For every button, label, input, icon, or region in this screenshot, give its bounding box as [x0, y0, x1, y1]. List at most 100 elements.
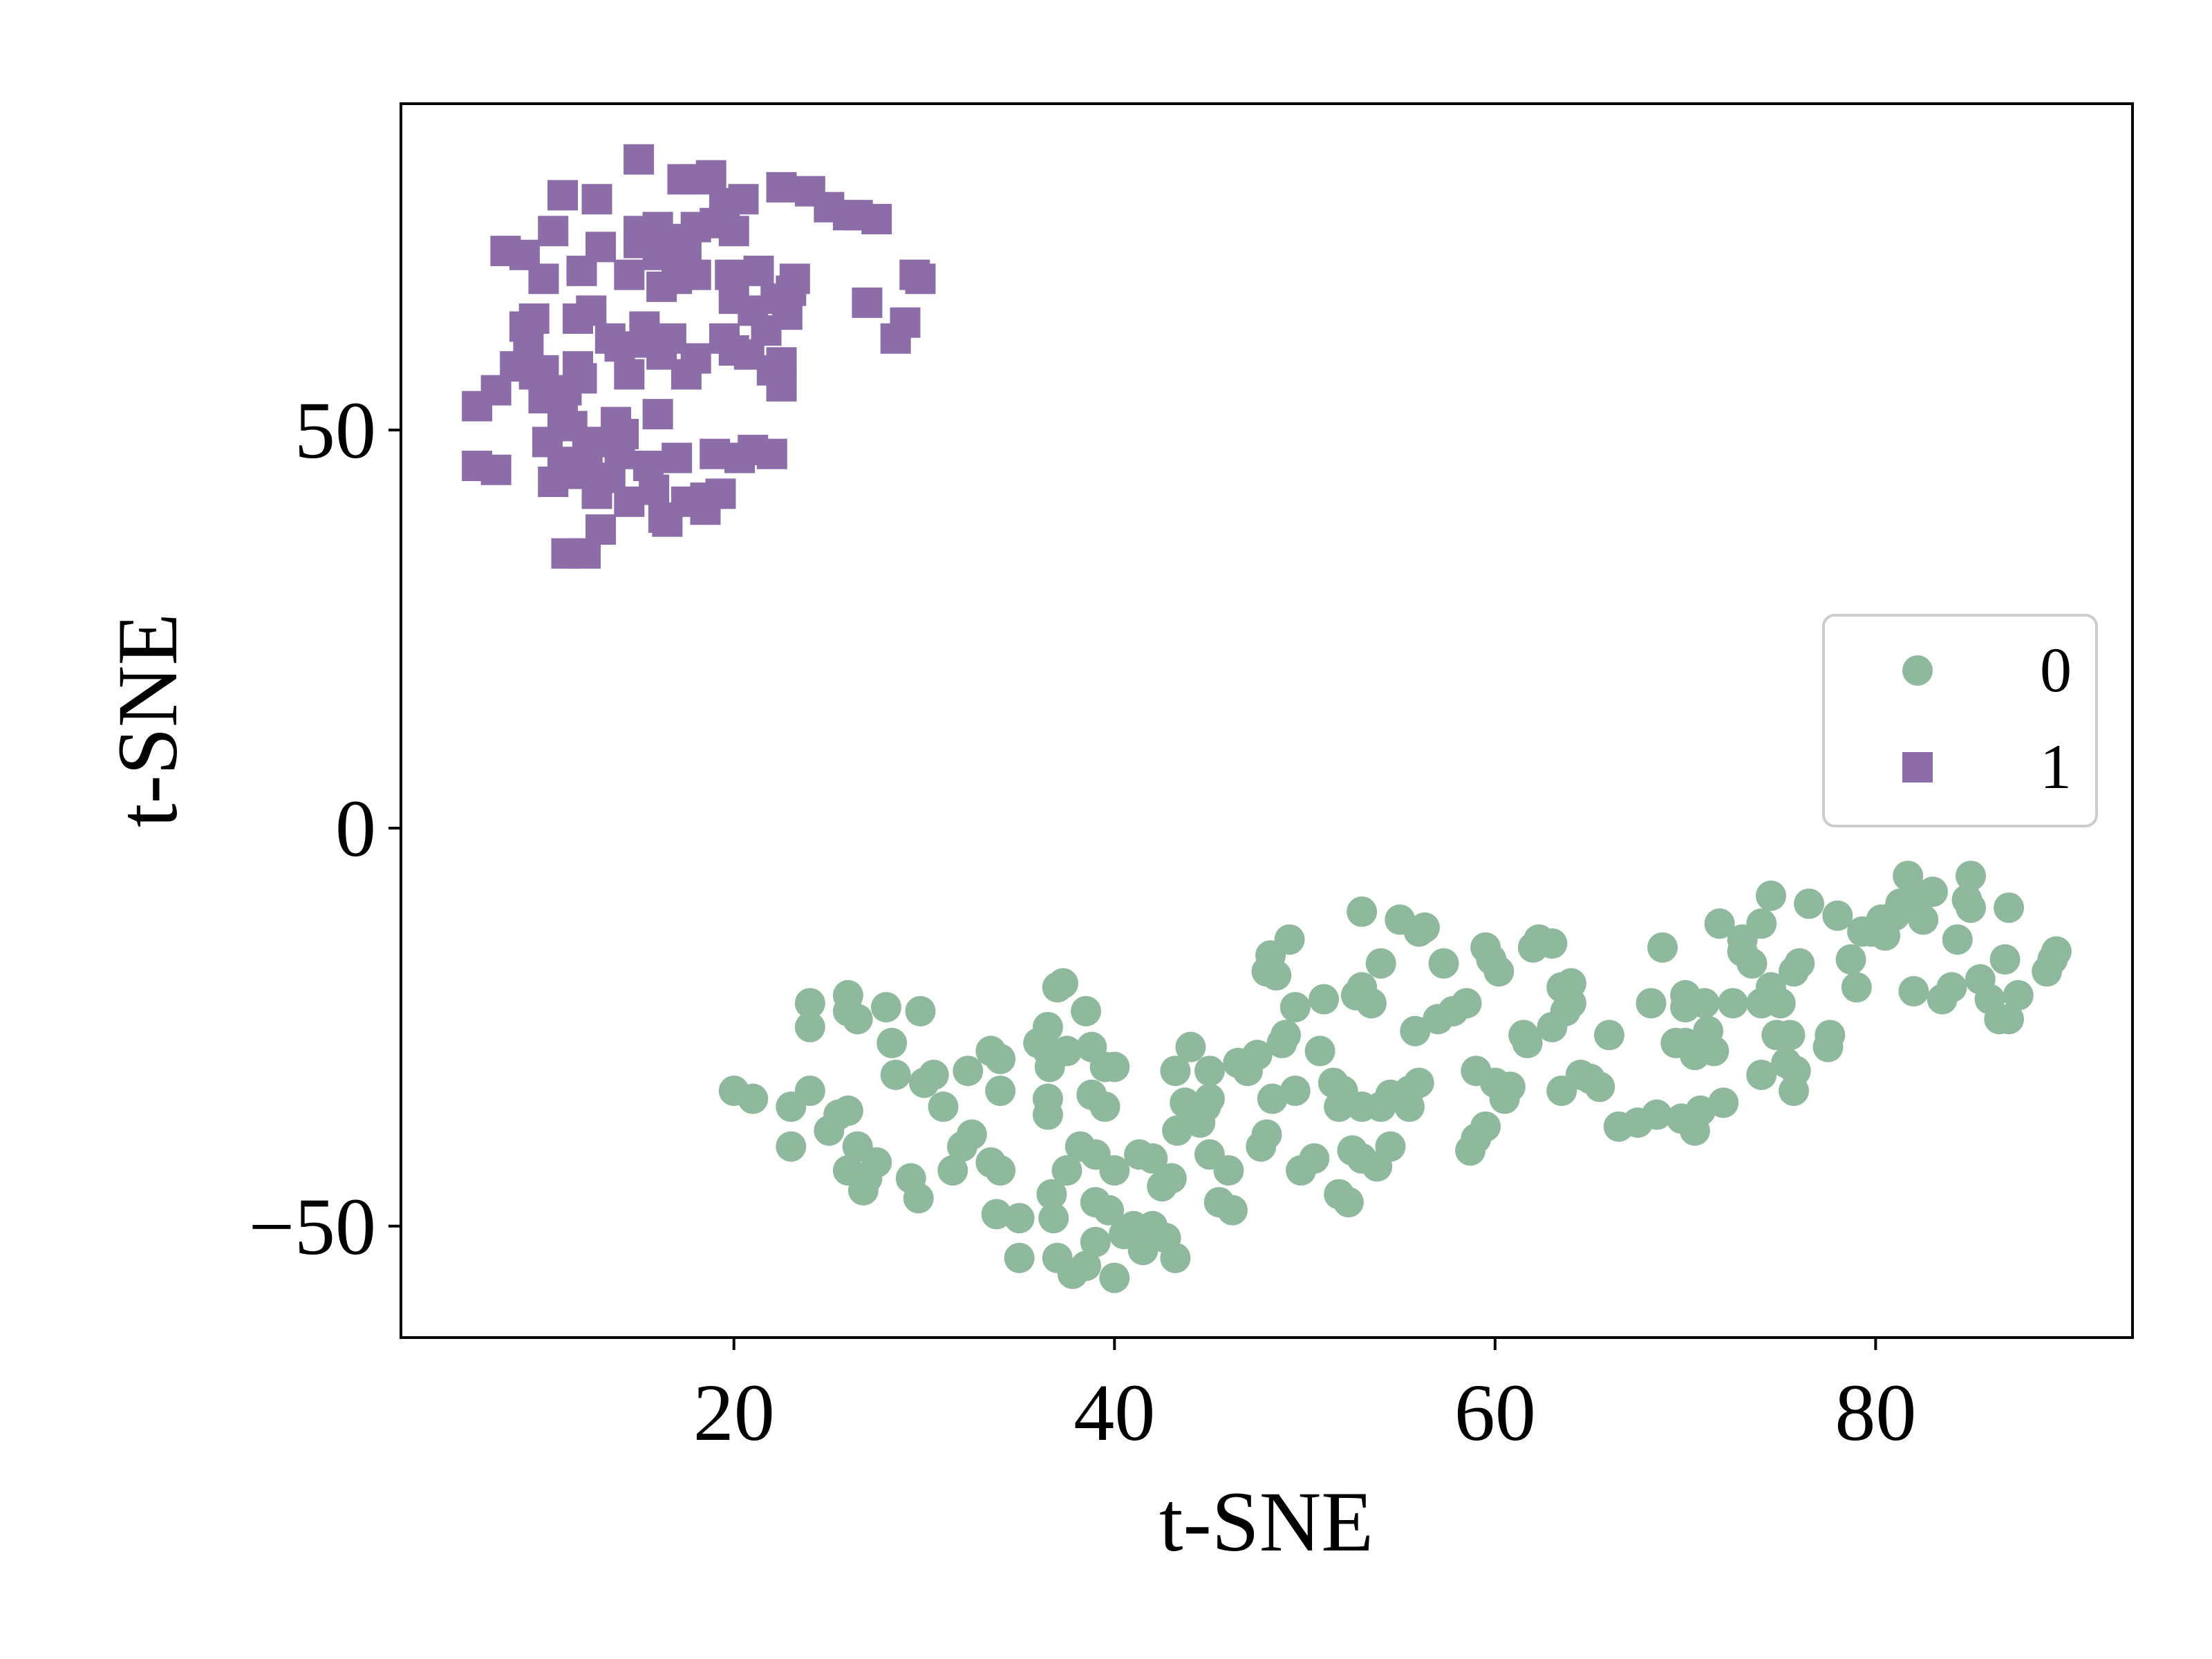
series-0-point-115	[1347, 896, 1378, 927]
series-0-point-75	[1156, 1163, 1187, 1194]
series-1-point-99	[779, 263, 810, 294]
x-axis-ticks: 20 40 60 80	[693, 1338, 1916, 1458]
series-0-point-26	[928, 1091, 959, 1123]
plot-frame	[400, 102, 2134, 1339]
series-0-point-12	[842, 1004, 873, 1035]
series-0-point-63	[1094, 1194, 1125, 1226]
series-0-point-198	[1822, 900, 1853, 931]
series-0-point-33	[985, 1155, 1016, 1186]
x-tick-label: 80	[1835, 1367, 1916, 1458]
legend: 0 1	[1822, 614, 2098, 827]
series-0-point-23	[905, 995, 936, 1027]
series-0-point-65	[1099, 1262, 1130, 1293]
series-1-point-83	[718, 216, 749, 247]
y-axis-title: t-SNE	[100, 613, 195, 827]
series-0-point-88	[1217, 1194, 1248, 1226]
series-0-point-210	[1908, 904, 1939, 935]
series-0-point-183	[1746, 908, 1777, 939]
series-0-point-130	[1409, 912, 1440, 943]
series-0-point-159	[1593, 1020, 1624, 1051]
series-0-point-164	[1647, 932, 1678, 963]
series-0-point-38	[1004, 1242, 1035, 1273]
series-0-point-22	[903, 1183, 934, 1214]
series-0-point-134	[1451, 988, 1482, 1019]
series-0-point-66	[1099, 1051, 1130, 1082]
series-0-point-132	[1428, 948, 1459, 979]
series-0-point-46	[1038, 1203, 1069, 1234]
series-0-point-138	[1470, 1111, 1501, 1142]
y-axis-ticks: −50 0 50	[248, 385, 401, 1272]
series-1-point-17	[547, 180, 578, 211]
series-0-point-76	[1160, 1242, 1191, 1273]
series-0-point-61	[1089, 1091, 1121, 1123]
points-layer	[462, 144, 2072, 1293]
series-0-point-184	[1746, 1059, 1777, 1090]
series-1-point-77	[705, 478, 736, 509]
series-1-point-92	[756, 438, 787, 469]
series-0-point-150	[1537, 928, 1568, 959]
legend-label-0: 0	[2040, 635, 2072, 705]
series-0-point-94	[1257, 1083, 1288, 1114]
series-0-point-221	[1989, 944, 2021, 975]
legend-box	[1822, 614, 2098, 827]
series-1-point-107	[890, 307, 921, 338]
series-1-point-35	[585, 514, 617, 545]
series-0-point-162	[1635, 988, 1667, 1019]
series-0-point-72	[1137, 1143, 1168, 1174]
series-1-point-62	[662, 442, 693, 474]
series-1-point-89	[743, 255, 774, 286]
series-0-point-36	[981, 1199, 1012, 1230]
series-0-point-83	[1194, 1056, 1225, 1087]
series-0-point-106	[1309, 984, 1340, 1015]
series-0-point-190	[1774, 1020, 1806, 1051]
series-0-point-155	[1555, 968, 1586, 999]
series-0-point-199	[1835, 944, 1866, 975]
series-0-point-11	[832, 1095, 863, 1126]
series-0-point-30	[953, 1056, 984, 1087]
y-tick-label: 50	[294, 385, 376, 476]
series-0-point-216	[1956, 892, 1987, 924]
series-0-point-118	[1356, 988, 1387, 1019]
series-1-point-48	[624, 144, 655, 175]
series-0-point-222	[1994, 892, 2025, 924]
series-0-point-55	[1070, 1250, 1101, 1282]
series-0-point-34	[985, 1043, 1016, 1074]
series-0-point-111	[1333, 1187, 1364, 1218]
series-1-point-53	[642, 399, 673, 430]
series-1-point-42	[608, 418, 639, 449]
series-0-point-27	[937, 1155, 968, 1186]
series-0-point-121	[1365, 948, 1396, 979]
series-0-point-18	[870, 992, 901, 1023]
series-1-point-96	[766, 371, 797, 402]
series-0-point-188	[1765, 988, 1796, 1019]
x-tick-label: 20	[693, 1367, 775, 1458]
series-0-point-173	[1689, 988, 1720, 1019]
series-0-point-213	[1936, 972, 1967, 1003]
series-1-point-68	[680, 343, 711, 374]
series-0-point-44	[1032, 1099, 1063, 1130]
series-0-point-181	[1736, 948, 1768, 979]
series-1-point-13	[528, 263, 559, 294]
series-0-point-97	[1261, 960, 1292, 991]
series-1-point-70	[680, 259, 711, 290]
series-0-point-175	[1698, 1035, 1730, 1067]
series-0-point-20	[880, 1059, 911, 1090]
series-0-point-41	[1032, 1011, 1063, 1042]
series-0-point-102	[1280, 1076, 1311, 1106]
series-0-point-60	[1080, 1226, 1111, 1257]
series-0-point-127	[1400, 1015, 1431, 1047]
series-1-point-109	[905, 263, 936, 294]
series-1-point-85	[728, 184, 759, 215]
series-0-point-54	[1070, 995, 1101, 1027]
series-0-point-177	[1708, 1087, 1739, 1118]
series-0-point-105	[1304, 1035, 1335, 1067]
series-1-point-10	[518, 303, 550, 334]
series-0-point-91	[1241, 1040, 1273, 1071]
series-0-point-25	[918, 1059, 949, 1090]
series-0-point-99	[1271, 1020, 1302, 1051]
legend-marker-0	[1902, 655, 1933, 686]
series-0-point-224	[2003, 980, 2034, 1011]
x-tick-label: 40	[1074, 1367, 1155, 1458]
series-0-point-227	[2041, 936, 2072, 967]
